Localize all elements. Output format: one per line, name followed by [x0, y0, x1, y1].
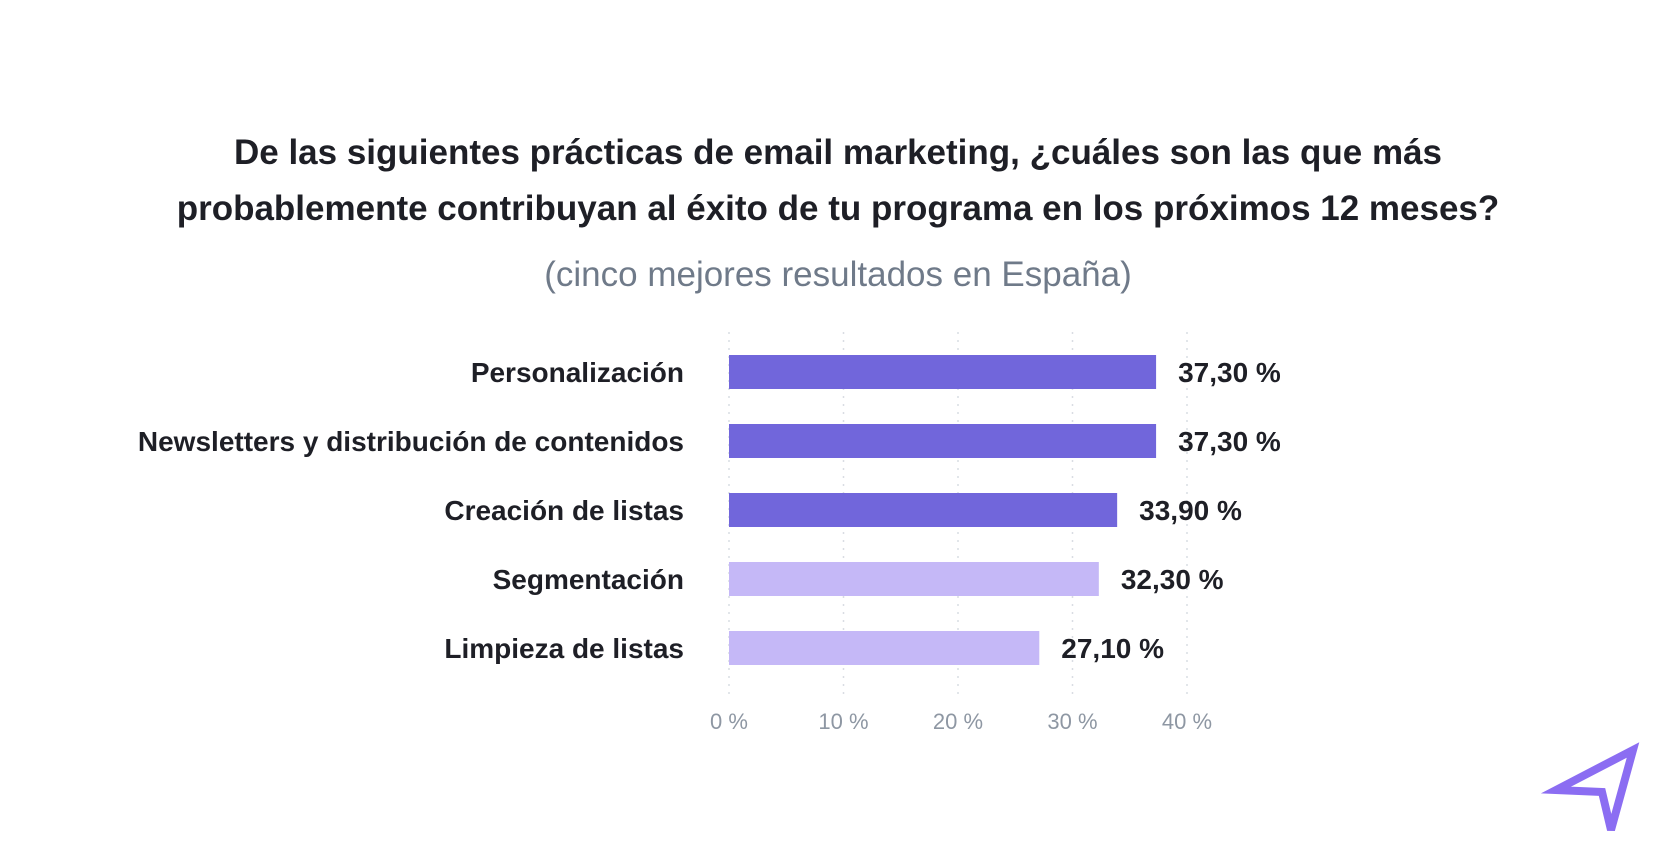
value-label: 33,90 %: [1139, 495, 1242, 526]
category-label: Limpieza de listas: [444, 633, 684, 664]
chart-title-line-2: probablemente contribuyan al éxito de tu…: [177, 189, 1500, 228]
bars: [729, 355, 1157, 665]
value-labels: 37,30 % 37,30 % 33,90 % 32,30 % 27,10 %: [1061, 357, 1281, 664]
value-label: 32,30 %: [1121, 564, 1224, 595]
bar: [729, 562, 1099, 596]
x-axis-ticks: 0 % 10 % 20 % 30 % 40 %: [710, 709, 1212, 734]
category-label: Newsletters y distribución de contenidos: [138, 426, 684, 457]
bar: [729, 631, 1040, 665]
category-label: Personalización: [471, 357, 684, 388]
x-tick-label: 30 %: [1047, 709, 1097, 734]
value-label: 27,10 %: [1061, 633, 1164, 664]
x-tick-label: 0 %: [710, 709, 748, 734]
value-label: 37,30 %: [1178, 426, 1281, 457]
bar: [729, 424, 1157, 458]
bar: [729, 355, 1157, 389]
paper-plane-icon: [1540, 742, 1640, 832]
chart-title-line-1: De las siguientes prácticas de email mar…: [234, 133, 1442, 172]
chart-subtitle: (cinco mejores resultados en España): [544, 255, 1132, 294]
x-tick-label: 20 %: [933, 709, 983, 734]
category-label: Segmentación: [493, 564, 684, 595]
value-label: 37,30 %: [1178, 357, 1281, 388]
category-label: Creación de listas: [444, 495, 684, 526]
category-labels: Personalización Newsletters y distribució…: [138, 357, 684, 664]
x-tick-label: 40 %: [1162, 709, 1212, 734]
x-tick-label: 10 %: [818, 709, 868, 734]
bar: [729, 493, 1118, 527]
